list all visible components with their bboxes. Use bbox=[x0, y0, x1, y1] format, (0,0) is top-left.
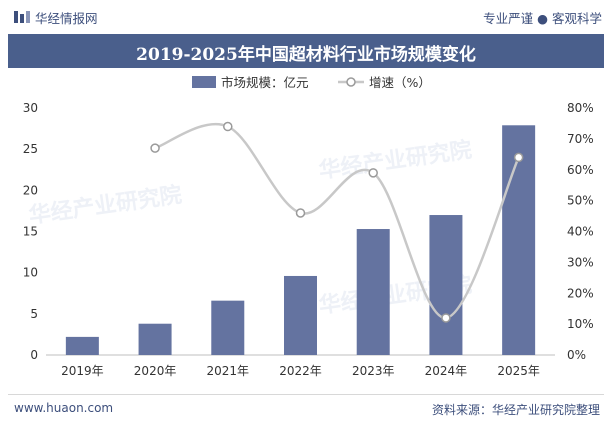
legend-bar-swatch bbox=[192, 76, 216, 88]
x-tick-label: 2023年 bbox=[352, 364, 395, 378]
slogan: 专业严谨 ● 客观科学 bbox=[483, 11, 602, 26]
chart: 华经产业研究院华经产业研究院华经产业研究院0510152025300%10%20… bbox=[23, 75, 594, 378]
footer-divider bbox=[8, 394, 604, 395]
brand-name: 华经情报网 bbox=[35, 11, 98, 26]
y-right-tick-label: 70% bbox=[567, 132, 594, 146]
source-note: 资料来源：华经产业研究院整理 bbox=[431, 403, 600, 417]
logo-icon bbox=[14, 11, 30, 23]
x-tick-label: 2022年 bbox=[279, 364, 322, 378]
bar bbox=[356, 229, 390, 355]
x-tick-label: 2020年 bbox=[134, 364, 177, 378]
x-tick-label: 2019年 bbox=[61, 364, 104, 378]
y-right-tick-label: 40% bbox=[567, 225, 594, 239]
growth-point bbox=[295, 208, 306, 218]
title-bar: 2019-2025年中国超材料行业市场规模变化 bbox=[8, 34, 604, 68]
y-left-tick-label: 10 bbox=[23, 266, 38, 280]
bar bbox=[138, 323, 172, 355]
y-right-tick-label: 60% bbox=[567, 163, 594, 177]
y-left-tick-label: 20 bbox=[23, 183, 38, 197]
y-left-tick-label: 0 bbox=[30, 348, 38, 362]
bar bbox=[284, 275, 317, 355]
legend-bar-label: 市场规模：亿元 bbox=[221, 75, 309, 90]
y-left-tick-label: 25 bbox=[23, 142, 38, 156]
growth-point bbox=[223, 121, 233, 132]
bar bbox=[429, 215, 463, 355]
y-right-tick-label: 10% bbox=[567, 317, 594, 331]
y-right-tick-label: 80% bbox=[567, 101, 594, 115]
x-tick-label: 2024年 bbox=[425, 364, 468, 378]
growth-point bbox=[441, 313, 451, 323]
bar bbox=[502, 125, 536, 355]
y-left-tick-label: 15 bbox=[23, 225, 38, 239]
watermark: 华经产业研究院 bbox=[27, 182, 183, 229]
x-tick-label: 2021年 bbox=[207, 364, 250, 378]
growth-point bbox=[368, 168, 378, 178]
y-left-tick-label: 5 bbox=[30, 307, 38, 321]
growth-point bbox=[513, 152, 524, 163]
y-right-tick-label: 50% bbox=[567, 194, 594, 208]
y-left-tick-label: 30 bbox=[23, 101, 38, 115]
x-tick-label: 2025年 bbox=[497, 364, 540, 378]
bar bbox=[211, 300, 245, 355]
y-right-tick-label: 30% bbox=[567, 255, 594, 269]
watermark: 华经产业研究院 bbox=[317, 137, 473, 184]
website: www.huaon.com bbox=[14, 401, 114, 415]
bar bbox=[65, 336, 99, 355]
y-right-tick-label: 20% bbox=[567, 286, 594, 300]
growth-point bbox=[150, 143, 160, 153]
legend-line-label: 增速（%） bbox=[369, 75, 431, 90]
top-bar: 华经情报网 专业严谨 ● 客观科学 bbox=[0, 0, 612, 34]
legend-line-marker bbox=[346, 77, 356, 87]
y-right-tick-label: 0% bbox=[567, 348, 586, 362]
chart-title: 2019-2025年中国超材料行业市场规模变化 bbox=[136, 45, 476, 65]
